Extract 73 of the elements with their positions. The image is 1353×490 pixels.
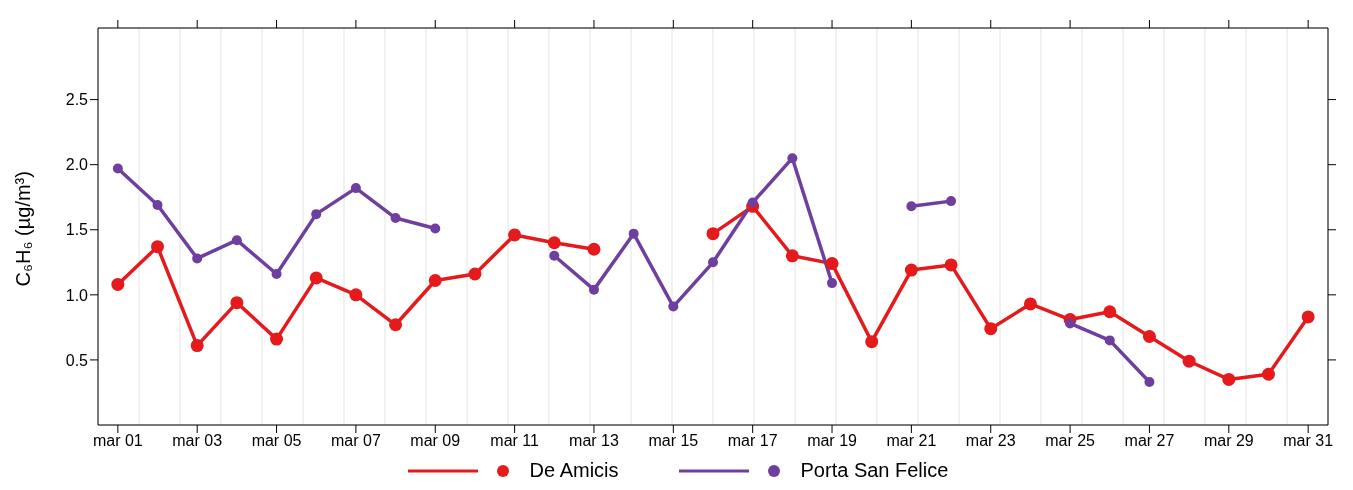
- y-tick-label: 2.0: [65, 156, 89, 174]
- legend-label: Porta San Felice: [800, 459, 949, 482]
- point: [389, 318, 403, 332]
- point: [231, 235, 242, 246]
- point: [112, 163, 123, 174]
- point: [309, 271, 323, 285]
- point: [1222, 372, 1236, 386]
- point: [747, 197, 758, 208]
- point: [668, 301, 679, 312]
- point: [349, 288, 363, 302]
- y-axis-title: C₆H₆ (µg/m³): [12, 171, 35, 287]
- x-tick-label: mar 19: [807, 432, 858, 450]
- point: [628, 228, 639, 239]
- point: [827, 278, 838, 289]
- point: [547, 236, 561, 250]
- point: [1103, 305, 1117, 319]
- point: [708, 257, 718, 268]
- point: [151, 240, 165, 254]
- point: [1142, 329, 1156, 343]
- x-tick-label: mar 09: [410, 432, 461, 450]
- point: [785, 249, 799, 263]
- point: [428, 274, 442, 288]
- point: [706, 227, 720, 241]
- point: [904, 263, 918, 277]
- point: [865, 335, 879, 349]
- point: [270, 332, 284, 346]
- y-tick-label: 2.5: [65, 91, 89, 109]
- point: [152, 200, 163, 211]
- point: [946, 196, 957, 207]
- point: [1261, 367, 1275, 381]
- x-tick-label: mar 13: [569, 432, 619, 450]
- point: [984, 322, 998, 336]
- point: [508, 228, 522, 242]
- y-tick-label: 1.0: [65, 286, 89, 304]
- point: [1023, 297, 1037, 311]
- point: [430, 223, 441, 234]
- y-tick-label: 0.5: [65, 351, 89, 369]
- point: [1104, 335, 1115, 346]
- x-tick-label: mar 23: [965, 432, 1016, 450]
- y-tick-label: 1.5: [65, 221, 89, 239]
- x-tick-label: mar 11: [490, 432, 540, 450]
- point: [192, 253, 203, 264]
- point: [390, 213, 401, 224]
- point: [587, 242, 601, 256]
- point: [230, 296, 244, 310]
- x-tick-label: mar 27: [1124, 432, 1175, 450]
- point: [111, 277, 125, 291]
- x-tick-label: mar 31: [1283, 432, 1334, 450]
- point: [906, 201, 917, 212]
- point: [468, 267, 482, 281]
- x-tick-label: mar 17: [727, 432, 778, 450]
- point: [311, 209, 322, 220]
- x-tick-label: mar 21: [886, 432, 937, 450]
- x-tick-label: mar 01: [92, 432, 143, 450]
- point: [350, 183, 361, 194]
- point: [190, 339, 204, 353]
- point: [944, 258, 958, 272]
- x-tick-label: mar 25: [1045, 432, 1096, 450]
- point: [549, 250, 560, 261]
- x-tick-label: mar 03: [172, 432, 223, 450]
- point: [588, 284, 599, 295]
- point: [825, 257, 839, 271]
- x-tick-label: mar 05: [251, 432, 302, 450]
- point: [787, 153, 798, 164]
- point: [1301, 310, 1315, 324]
- x-tick-label: mar 29: [1203, 432, 1254, 450]
- legend-label: De Amicis: [529, 459, 619, 482]
- x-tick-label: mar 07: [331, 432, 381, 450]
- point: [1144, 377, 1155, 388]
- point: [1065, 318, 1076, 329]
- point: [1182, 354, 1196, 368]
- point: [271, 269, 282, 280]
- x-tick-label: mar 15: [648, 432, 699, 450]
